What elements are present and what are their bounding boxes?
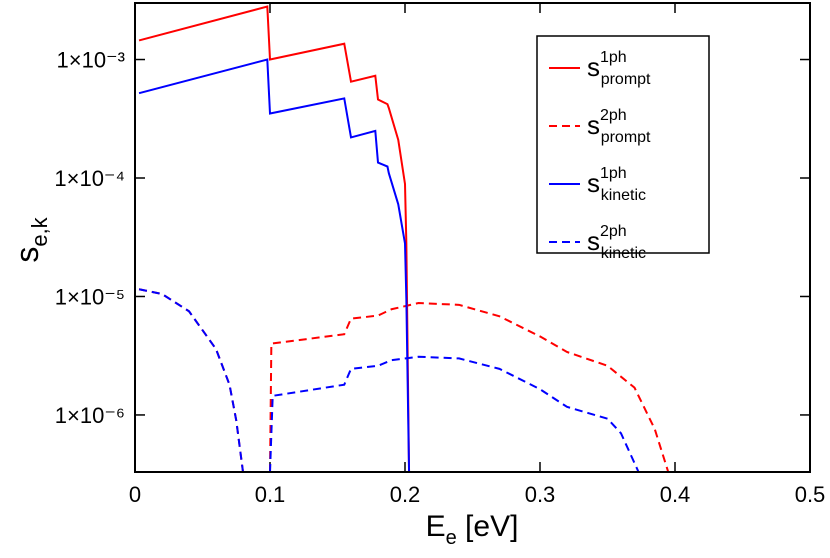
legend-label: s1ph prompt	[587, 49, 651, 88]
legend-name: s	[587, 226, 600, 256]
series-line	[138, 288, 640, 472]
x-tick-label: 0.3	[525, 482, 556, 507]
x-tick-label: 0.4	[660, 482, 691, 507]
legend-sub: kinetic	[601, 187, 646, 204]
legend-sup: 2ph	[600, 107, 627, 124]
x-axis-label: Ee [eV]	[426, 510, 519, 549]
x-tick-label: 0.2	[390, 482, 421, 507]
legend-name: s	[587, 110, 600, 140]
x-tick-label: 0.1	[255, 482, 286, 507]
legend-box	[536, 35, 710, 254]
legend-name: s	[587, 168, 600, 198]
legend-sub: prompt	[601, 129, 651, 146]
y-tick-label: 1×10⁻⁵	[55, 284, 125, 309]
legend-name: s	[587, 52, 600, 82]
legend-sup: 2ph	[600, 223, 627, 240]
y-tick-label: 1×10⁻⁶	[55, 403, 125, 428]
legend-label: s2ph kinetic	[587, 223, 646, 262]
y-tick-label: 1×10⁻³	[57, 48, 126, 73]
legend-label: s1ph kinetic	[587, 165, 646, 204]
series-line	[138, 58, 411, 472]
y-axis-label: se,k	[9, 216, 52, 262]
legend-label: s2ph prompt	[587, 107, 651, 146]
x-tick-label: 0	[129, 482, 141, 507]
legend-sup: 1ph	[600, 49, 627, 66]
legend-sub: prompt	[601, 71, 651, 88]
plot-frame	[134, 2, 811, 473]
plot-area	[138, 5, 670, 472]
y-tick-label: 1×10⁻⁴	[54, 166, 125, 191]
legend-sub: kinetic	[601, 245, 646, 262]
legend-sup: 1ph	[600, 165, 627, 182]
series-line	[138, 288, 670, 472]
x-tick-label: 0.5	[795, 482, 826, 507]
series-line	[138, 5, 411, 472]
